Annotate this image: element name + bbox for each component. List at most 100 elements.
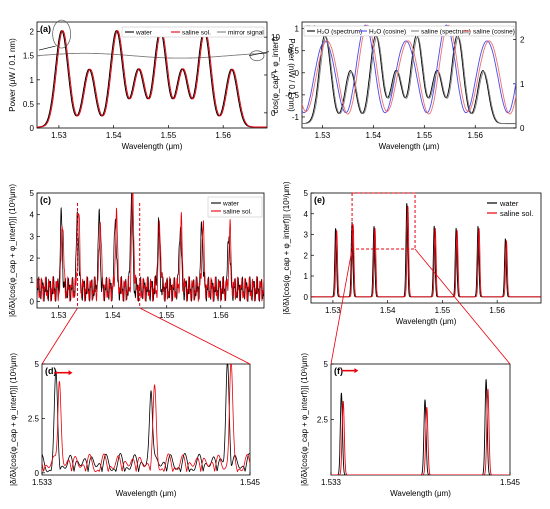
highlight-ellipse [52, 19, 71, 49]
y-tick-label: 5 [324, 360, 329, 369]
series-group [331, 379, 510, 475]
panel-label: (d) [45, 366, 57, 376]
y-tick-label: 0.5 [23, 100, 35, 109]
x-axis-label: Wavelength (μm) [396, 317, 457, 326]
y-axis-label: |δ/δλ[cos(φ_cap + φ_interf)]| (10³/μm) [300, 353, 309, 486]
shift-arrow-head [68, 370, 73, 376]
x-tick-label: 1.56 [467, 131, 483, 140]
legend: water saline sol. mirror signal [121, 26, 265, 38]
x-tick-label: 1.533 [32, 478, 53, 487]
y-tick-label: 1 [295, 25, 300, 34]
legend-label: water [499, 199, 519, 208]
x-tick-label: 1.53 [51, 131, 67, 140]
legend-label: mirror signal [228, 30, 264, 37]
plot-frame [36, 192, 265, 309]
series-saline [42, 364, 250, 473]
legend-label: saline (spectrum) [421, 29, 471, 36]
series-mirror-signal [37, 52, 267, 59]
y-tick-label: 2 [30, 28, 35, 37]
legend-box [121, 26, 265, 38]
y-tick-label: 0.5 [288, 47, 300, 56]
series-group [42, 364, 250, 473]
legend-label: saline sol. [223, 209, 252, 216]
y-axis-label: |δ/δλ[cos(φ_cap + φ_interf)]| (10³/μm) [282, 181, 291, 314]
panel-label: (a) [40, 24, 51, 34]
y-right-tick-label: 0 [520, 124, 525, 133]
y-tick-label: 2.5 [28, 414, 40, 423]
x-tick-label: 1.545 [240, 478, 261, 487]
x-tick-label: 1.55 [159, 311, 175, 320]
y-tick-label: 5 [30, 189, 35, 198]
series-group [37, 30, 267, 128]
y-axis-label: |δ/δλ[cos(φ_cap + φ_interf)]| (10³/μm) [8, 184, 17, 317]
pointer-arrow [248, 51, 270, 57]
x-tick-label: 1.55 [416, 131, 432, 140]
zoom-connector [139, 307, 251, 365]
plot-frame [36, 21, 268, 129]
series-saline [311, 205, 541, 298]
panel-label: (c) [40, 195, 51, 205]
series-saline-cosine [302, 24, 516, 115]
y-tick-label: 0 [30, 297, 35, 306]
y-axis-label: |δ/δλ[cos(φ_cap + φ_interf)]| (10³/μm) [9, 353, 18, 486]
legend-label: saline sol. [182, 30, 211, 37]
series-saline [37, 30, 267, 128]
series-saline [37, 193, 264, 302]
legend-label: saline (cosine) [473, 29, 515, 36]
series-water [331, 379, 510, 475]
zoom-connector [330, 248, 353, 365]
y-right-tick-label: 0 [271, 109, 276, 118]
panel-label: (e) [314, 195, 325, 205]
y-right-tick-label: 1 [520, 80, 525, 89]
y-tick-label: -0.5 [285, 91, 299, 100]
x-tick-label: 1.54 [380, 306, 396, 315]
plot-frame [301, 21, 517, 129]
x-tick-label: 1.55 [161, 131, 177, 140]
x-axis-label: Wavelength (μm) [390, 489, 451, 498]
plot-frame [41, 363, 251, 476]
y-tick-label: 0 [295, 69, 300, 78]
y-tick-label: 1 [30, 276, 35, 285]
y-tick-label: 2 [304, 251, 309, 260]
highlight-ellipse [249, 50, 265, 62]
legend-label: water [135, 30, 153, 37]
pointer-arrow [38, 45, 56, 51]
y-tick-label: 0 [35, 469, 40, 478]
y-tick-label: 5 [35, 360, 40, 369]
x-tick-label: 1.56 [489, 306, 505, 315]
y-tick-label: 5 [304, 189, 309, 198]
plot-frame [330, 363, 511, 476]
panel-b: 1.531.541.551.56-1-0.500.51012(b)Wavelen… [271, 21, 525, 151]
y-axis-label: cos(φ_cap + φ_interf) [271, 36, 280, 113]
x-tick-label: 1.533 [321, 478, 342, 487]
y-tick-label: 1 [30, 76, 35, 85]
y-tick-label: 2 [30, 254, 35, 263]
x-axis-label: Wavelength (μm) [379, 142, 440, 151]
series-group [302, 24, 516, 125]
zoom-connector [41, 307, 78, 365]
y-right-axis-label: Power (nW / 0.1 nm) [287, 38, 296, 112]
shift-arrow-head [354, 368, 359, 374]
y-tick-label: 4 [304, 210, 309, 219]
series-group [37, 193, 264, 302]
y-tick-label: 3 [30, 232, 35, 241]
panel-d: 1.533 1.545 0 2.5 5 (d) Wavelength (μm) |δ/δλ[c… [9, 353, 261, 498]
legend-label: H₂O (spectrum) [317, 29, 362, 36]
x-tick-label: 1.53 [315, 131, 331, 140]
x-tick-label: 1.53 [51, 311, 67, 320]
series-h2o-spectrum [302, 34, 516, 125]
y-tick-label: -1 [292, 113, 300, 122]
y-right-tick-label: 10 [271, 33, 280, 42]
y-tick-label: 4 [30, 211, 35, 220]
x-tick-label: 1.56 [215, 131, 231, 140]
panel-f: 1.533 1.545 2.5 5 (f) Wavelength (μm) |δ/δλ[co… [300, 353, 521, 498]
legend-box [303, 25, 515, 37]
plot-frame [310, 192, 542, 304]
panel-label: (f) [334, 366, 343, 376]
y-right-tick-label: 5 [271, 71, 276, 80]
legend-label: saline sol. [500, 209, 533, 218]
legend-label: H₂O (cosine) [369, 29, 406, 36]
